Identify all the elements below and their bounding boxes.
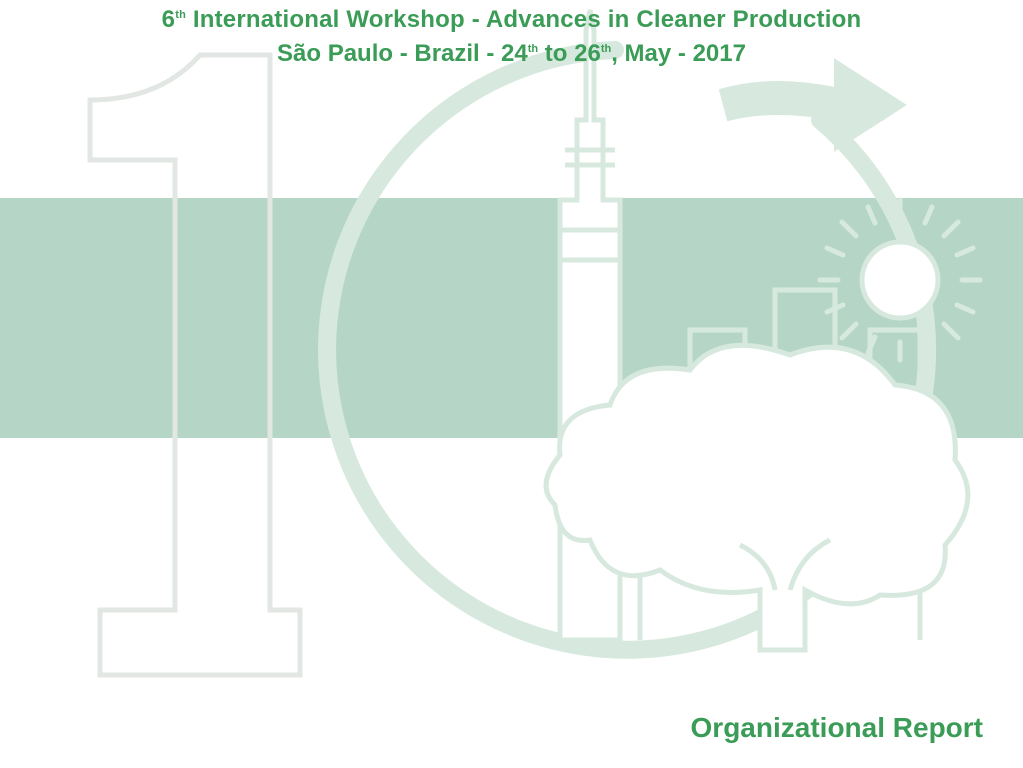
slide-header: 6th International Workshop - Advances in… xyxy=(0,6,1023,68)
location-date: São Paulo - Brazil - 24th to 26th, May -… xyxy=(0,40,1023,68)
workshop-title: 6th International Workshop - Advances in… xyxy=(0,6,1023,34)
date-end: , May - 2017 xyxy=(611,40,746,67)
recycle-arrow-icon xyxy=(720,60,905,150)
title-slide: 6th International Workshop - Advances in… xyxy=(0,0,1023,768)
background-band xyxy=(0,198,1023,438)
location-date-start: São Paulo - Brazil - 24 xyxy=(277,40,528,67)
workshop-name: International Workshop - Advances in Cle… xyxy=(186,6,861,33)
edition-ordinal: th xyxy=(175,9,186,21)
date-ordinal-2: th xyxy=(601,43,611,55)
date-range-mid: to 26 xyxy=(538,40,601,67)
slide-subtitle: Organizational Report xyxy=(691,712,983,744)
date-ordinal-1: th xyxy=(528,43,538,55)
edition-number: 6 xyxy=(162,6,176,33)
